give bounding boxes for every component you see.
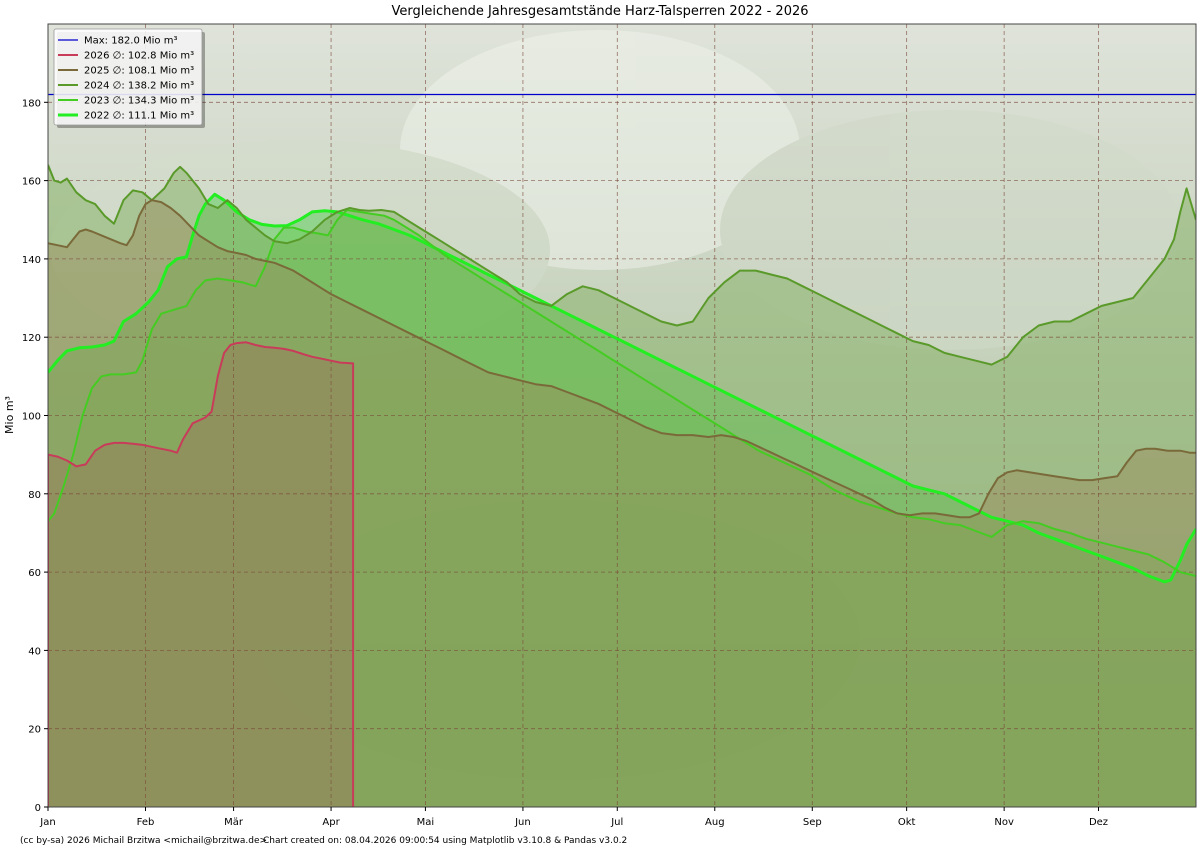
series-line-2 [48, 164, 1196, 366]
series-area-1 [48, 210, 1196, 807]
y-axis-ticks: 0 20 40 60 80 100 120 140 160 180 [22, 98, 48, 814]
y-tick-label-7: 140 [22, 255, 41, 266]
x-tick-label-3: Apr [322, 817, 340, 828]
y-tick-label-0: 0 [35, 803, 41, 814]
legend-box [53, 28, 203, 126]
x-tick-label-5: Jun [514, 817, 531, 828]
legend-label-0: Max: 182.0 Mio m³ [84, 36, 177, 47]
x-tick-label-8: Sep [803, 817, 822, 828]
x-tick-label-4: Mai [417, 817, 435, 828]
x-tick-label-1: Feb [137, 817, 155, 828]
y-tick-label-2: 40 [28, 646, 41, 657]
x-tick-label-11: Dez [1089, 817, 1108, 828]
x-tick-label-2: Mär [224, 817, 244, 828]
plot-area [47, 23, 1197, 808]
series-areas [48, 164, 1196, 807]
x-tick-label-0: Jan [39, 817, 55, 828]
legend-label-4: 2023 ∅: 134.3 Mio m³ [84, 96, 194, 107]
legend-label-1: 2026 ∅: 102.8 Mio m³ [84, 51, 194, 62]
x-tick-label-7: Aug [705, 817, 725, 828]
y-tick-label-4: 80 [28, 490, 41, 501]
y-tick-label-9: 180 [22, 98, 41, 109]
x-tick-label-6: Jul [610, 817, 623, 828]
series-line-3 [48, 199, 1196, 519]
series-lines [48, 93, 1196, 807]
series-line-1 [48, 209, 1196, 577]
legend-label-2: 2025 ∅: 108.1 Mio m³ [84, 66, 194, 77]
series-line-4 [48, 341, 355, 807]
series-area-4 [48, 342, 354, 807]
x-tick-label-9: Okt [898, 817, 916, 828]
y-tick-label-8: 160 [22, 177, 41, 188]
series-area-0 [48, 194, 1196, 807]
y-axis-label: Mio m³ [3, 396, 16, 434]
background-decor [50, 30, 1180, 780]
x-axis-ticks: Jan Feb Mär Apr Mai Jun Jul Aug Sep Okt Nov Dez [39, 807, 1108, 828]
y-tick-label-3: 60 [28, 568, 41, 579]
series-area-3 [48, 200, 1196, 807]
legend-label-5: 2022 ∅: 111.1 Mio m³ [84, 111, 194, 122]
y-tick-label-6: 120 [22, 333, 41, 344]
series-area-2 [48, 164, 1196, 807]
y-tick-label-1: 20 [28, 725, 41, 736]
legend-label-3: 2024 ∅: 138.2 Mio m³ [84, 81, 194, 92]
chart-title: Vergleichende Jahresgesamtstände Harz-Ta… [391, 4, 808, 19]
series-line-0 [48, 192, 1196, 584]
legend: Max: 182.0 Mio m³ 2026 ∅: 102.8 Mio m³ 202… [53, 28, 205, 128]
footer-created: Chart created on: 08.04.2026 09:00:54 us… [263, 836, 627, 846]
footer-credit: (cc by-sa) 2026 Michail Brzitwa <michail… [20, 836, 267, 846]
y-tick-label-5: 100 [22, 412, 41, 423]
x-tick-label-10: Nov [994, 817, 1014, 828]
grid-lines [48, 24, 1196, 807]
